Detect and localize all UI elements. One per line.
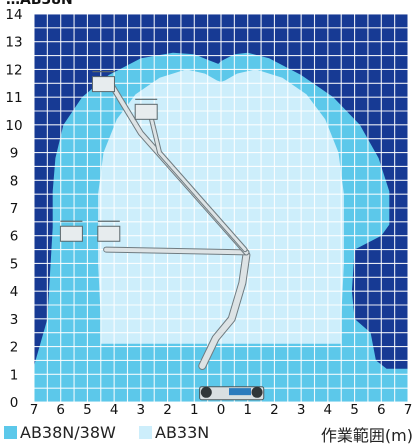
y-tick-label: 4 bbox=[10, 284, 19, 300]
grid-layer bbox=[33, 13, 409, 403]
y-tick-label: 1 bbox=[10, 367, 19, 383]
legend-swatch-ab33n bbox=[139, 425, 152, 439]
x-tick-label: 4 bbox=[110, 402, 119, 418]
x-axis-label: 作業範囲(m) bbox=[320, 426, 413, 445]
y-tick-label: 0 bbox=[10, 395, 19, 411]
x-tick-label: 0 bbox=[217, 402, 226, 418]
horizontal-boom bbox=[104, 247, 249, 255]
x-tick-label: 5 bbox=[350, 402, 359, 418]
y-tick-label: 14 bbox=[5, 7, 22, 23]
legend-item-ab38n: AB38N/38W bbox=[4, 422, 116, 442]
legend-swatch-ab38n bbox=[4, 425, 17, 439]
x-tick-label: 1 bbox=[243, 402, 252, 418]
lower-boom bbox=[199, 252, 250, 369]
y-tick-label: 11 bbox=[5, 90, 22, 106]
x-tick-label: 3 bbox=[137, 402, 146, 418]
x-tick-label: 7 bbox=[404, 402, 413, 418]
basket-upper bbox=[134, 103, 158, 120]
x-tick-label: 5 bbox=[83, 402, 92, 418]
y-tick-label: 13 bbox=[5, 35, 22, 51]
y-tick-label: 10 bbox=[5, 118, 22, 134]
y-tick-label: 7 bbox=[10, 201, 19, 217]
basket-top bbox=[91, 76, 115, 93]
x-tick-labels: 7 6 5 4 3 2 1 0 1 2 3 4 5 6 7 bbox=[30, 402, 413, 418]
x-tick-label: 4 bbox=[324, 402, 333, 418]
x-tick-label: 7 bbox=[30, 402, 39, 418]
basket-left bbox=[59, 225, 83, 242]
y-tick-label: 2 bbox=[10, 340, 19, 356]
x-tick-label: 1 bbox=[190, 402, 199, 418]
legend-item-ab33n: AB33N bbox=[139, 422, 209, 442]
wheel-right bbox=[251, 386, 263, 398]
chassis-panel bbox=[229, 388, 252, 396]
x-tick-label: 2 bbox=[163, 402, 172, 418]
y-tick-label: 3 bbox=[10, 312, 19, 328]
x-tick-label: 3 bbox=[297, 402, 306, 418]
y-tick-label: 6 bbox=[10, 229, 19, 245]
y-tick-label: 9 bbox=[10, 146, 19, 162]
cropped-header-text: …ΑΒ38Ν bbox=[6, 0, 73, 8]
x-tick-label: 6 bbox=[377, 402, 386, 418]
y-tick-label: 12 bbox=[5, 62, 22, 78]
x-tick-label: 2 bbox=[270, 402, 279, 418]
y-tick-label: 8 bbox=[10, 173, 19, 189]
y-tick-label: 5 bbox=[10, 256, 19, 272]
legend-label-ab33n: AB33N bbox=[155, 422, 210, 442]
wheel-left bbox=[200, 386, 212, 398]
upper-boom-mid bbox=[147, 106, 247, 252]
legend-label-ab38n: AB38N/38W bbox=[20, 422, 116, 442]
basket-mid bbox=[97, 225, 121, 242]
aerial-lift-illustration bbox=[59, 70, 265, 401]
x-tick-label: 6 bbox=[56, 402, 65, 418]
